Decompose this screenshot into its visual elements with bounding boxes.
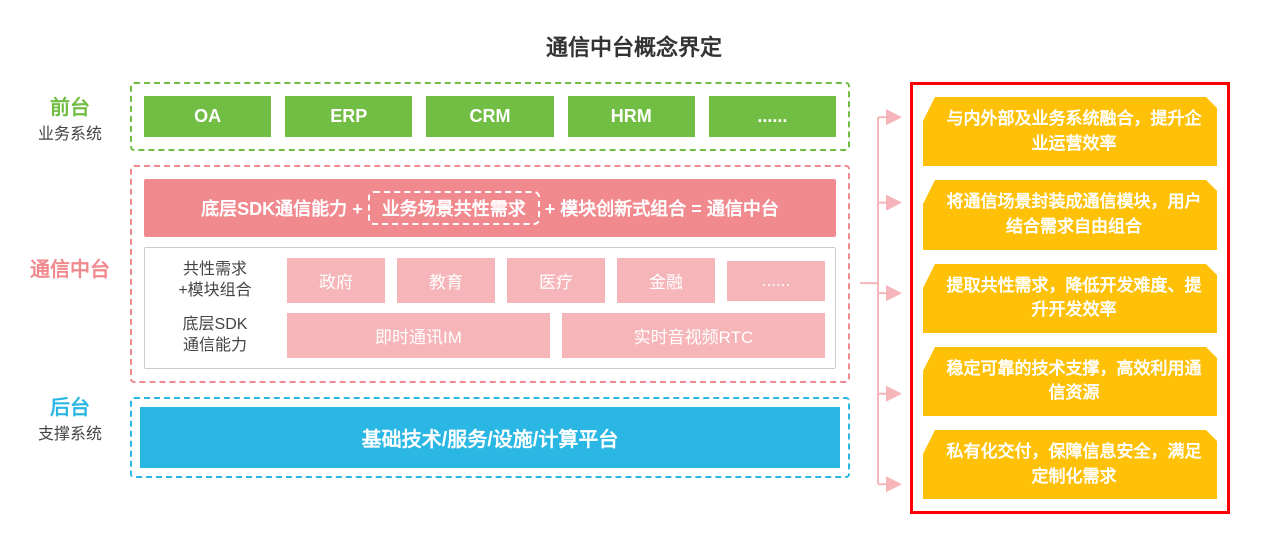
row2-label-line1: 底层SDK (155, 315, 275, 336)
middle-layer-box: 底层SDK通信能力 + 业务场景共性需求 + 模块创新式组合 = 通信中台 共性… (130, 165, 850, 383)
formula-seg: 底层SDK通信能力 (201, 199, 347, 219)
sdk-item: 实时音视频RTC (562, 313, 825, 358)
arrows-svg (860, 82, 900, 514)
front-label-title: 前台 (50, 91, 90, 120)
middle-formula-banner: 底层SDK通信能力 + 业务场景共性需求 + 模块创新式组合 = 通信中台 (144, 179, 836, 237)
page-title: 通信中台概念界定 (20, 30, 1248, 62)
formula-seg: 模块创新式组合 (560, 199, 686, 219)
formula-eq: = (691, 199, 702, 219)
callout-item: 提取共性需求，降低开发难度、提升开发效率 (923, 264, 1217, 333)
front-item: ...... (709, 96, 836, 137)
scenario-item: 医疗 (507, 258, 605, 303)
left-labels-column: 前台 业务系统 通信中台 后台 支撑系统 (20, 82, 120, 514)
front-item: OA (144, 96, 271, 137)
row1-label-line2: +模块组合 (155, 281, 275, 302)
row1-label-line1: 共性需求 (155, 260, 275, 281)
middle-label: 通信中台 (20, 152, 120, 382)
row2-label-line2: 通信能力 (155, 336, 275, 357)
back-label-sub: 支撑系统 (38, 420, 102, 444)
formula-plus: + (545, 199, 556, 219)
front-label-sub: 业务系统 (38, 120, 102, 144)
back-label-title: 后台 (50, 391, 90, 420)
back-layer-box: 基础技术/服务/设施/计算平台 (130, 397, 850, 478)
diagram-main: 前台 业务系统 通信中台 后台 支撑系统 OA ERP CRM HRM ....… (20, 82, 1248, 514)
front-item: ERP (285, 96, 412, 137)
callouts-column: 与内外部及业务系统融合，提升企业运营效率 将通信场景封装成通信模块，用户结合需求… (910, 82, 1230, 514)
formula-seg-boxed: 业务场景共性需求 (368, 191, 540, 225)
scenario-item: 教育 (397, 258, 495, 303)
middle-row-1: 共性需求 +模块组合 政府 教育 医疗 金融 ...... (155, 258, 825, 303)
back-banner: 基础技术/服务/设施/计算平台 (140, 407, 840, 468)
middle-row-2: 底层SDK 通信能力 即时通讯IM 实时音视频RTC (155, 313, 825, 358)
front-item: CRM (426, 96, 553, 137)
scenario-item: 政府 (287, 258, 385, 303)
middle-row2-label: 底层SDK 通信能力 (155, 315, 275, 357)
scenario-item: 金融 (617, 258, 715, 303)
front-label: 前台 业务系统 (20, 82, 120, 152)
callout-item: 稳定可靠的技术支撑，高效利用通信资源 (923, 347, 1217, 416)
callout-item: 与内外部及业务系统融合，提升企业运营效率 (923, 97, 1217, 166)
middle-row1-label: 共性需求 +模块组合 (155, 260, 275, 302)
back-label: 后台 支撑系统 (20, 382, 120, 452)
front-items-row: OA ERP CRM HRM ...... (144, 96, 836, 137)
middle-label-title: 通信中台 (30, 253, 110, 282)
front-layer-box: OA ERP CRM HRM ...... (130, 82, 850, 151)
middle-diagram-column: OA ERP CRM HRM ...... 底层SDK通信能力 + 业务场景共性… (130, 82, 850, 514)
sdk-item: 即时通讯IM (287, 313, 550, 358)
callout-item: 私有化交付，保障信息安全，满足定制化需求 (923, 430, 1217, 499)
formula-plus: + (352, 199, 363, 219)
callout-item: 将通信场景封装成通信模块，用户结合需求自由组合 (923, 180, 1217, 249)
arrows-column (860, 82, 900, 514)
front-item: HRM (568, 96, 695, 137)
middle-inner-box: 共性需求 +模块组合 政府 教育 医疗 金融 ...... 底层SDK 通信能力… (144, 247, 836, 369)
formula-seg: 通信中台 (707, 199, 779, 219)
scenario-item: ...... (727, 261, 825, 301)
